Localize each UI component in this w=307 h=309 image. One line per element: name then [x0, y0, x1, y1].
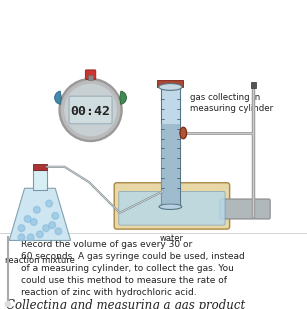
FancyBboxPatch shape	[69, 96, 112, 124]
Circle shape	[52, 213, 59, 219]
Text: water: water	[160, 234, 184, 243]
Circle shape	[24, 216, 31, 222]
Wedge shape	[55, 91, 61, 104]
Circle shape	[5, 301, 10, 307]
Bar	[33, 170, 47, 190]
Text: reaction mixture: reaction mixture	[5, 256, 75, 265]
FancyBboxPatch shape	[114, 183, 230, 229]
Circle shape	[18, 234, 25, 241]
Bar	[251, 83, 256, 88]
Bar	[157, 80, 183, 87]
FancyBboxPatch shape	[119, 191, 225, 225]
Circle shape	[18, 225, 25, 231]
Ellipse shape	[159, 83, 182, 90]
Ellipse shape	[159, 204, 182, 210]
Circle shape	[30, 219, 37, 226]
Bar	[33, 164, 47, 171]
Bar	[161, 124, 180, 204]
Circle shape	[61, 81, 120, 139]
Circle shape	[43, 225, 49, 231]
Text: Collecting and measuring a gas product: Collecting and measuring a gas product	[6, 299, 245, 309]
FancyBboxPatch shape	[220, 199, 270, 219]
Circle shape	[49, 222, 56, 228]
Text: 00:42: 00:42	[71, 105, 111, 118]
Bar	[161, 87, 180, 207]
Text: gas collecting in
measuring cylinder: gas collecting in measuring cylinder	[190, 93, 274, 113]
Circle shape	[37, 231, 43, 238]
Circle shape	[55, 228, 62, 235]
Circle shape	[33, 206, 40, 213]
Wedge shape	[120, 91, 126, 104]
FancyBboxPatch shape	[85, 70, 96, 79]
Circle shape	[59, 78, 122, 142]
Polygon shape	[9, 188, 71, 240]
Bar	[88, 75, 93, 80]
Text: Record the volume of gas every 30 or
60 seconds. A gas syringe could be used, in: Record the volume of gas every 30 or 60 …	[21, 240, 245, 298]
Circle shape	[27, 234, 34, 241]
Ellipse shape	[180, 127, 187, 139]
Circle shape	[46, 200, 52, 207]
Circle shape	[65, 84, 116, 136]
